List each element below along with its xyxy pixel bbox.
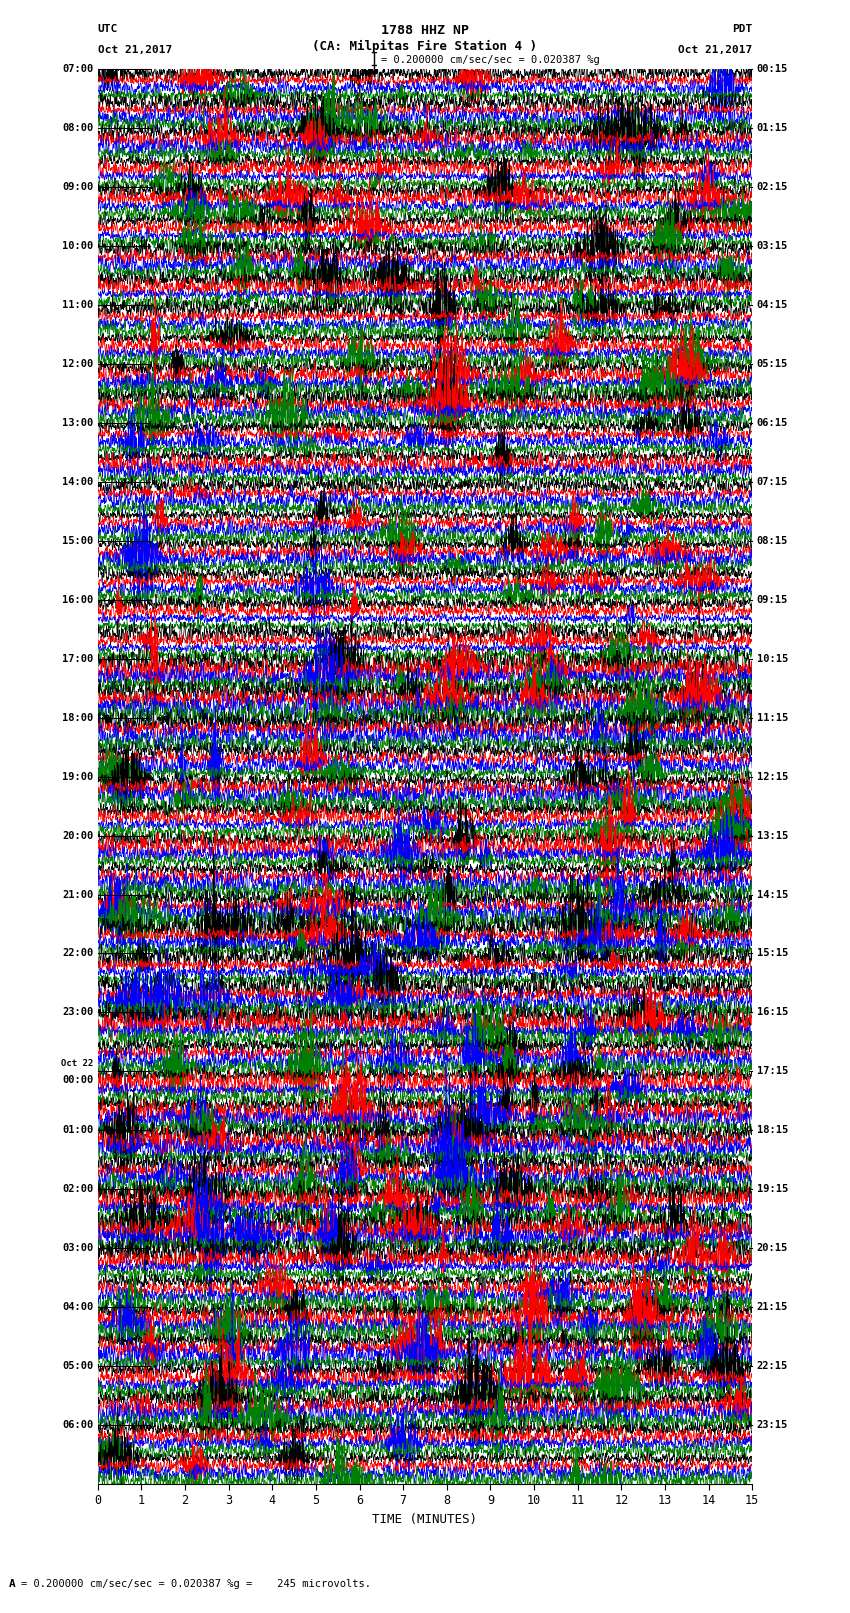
Text: 03:00: 03:00 — [62, 1244, 94, 1253]
Text: 16:15: 16:15 — [756, 1008, 788, 1018]
Text: 03:15: 03:15 — [756, 242, 788, 252]
Text: Oct 22: Oct 22 — [61, 1060, 94, 1068]
Text: 11:00: 11:00 — [62, 300, 94, 310]
Text: 13:15: 13:15 — [756, 831, 788, 840]
Text: 22:15: 22:15 — [756, 1361, 788, 1371]
Text: 11:15: 11:15 — [756, 713, 788, 723]
Text: 02:15: 02:15 — [756, 182, 788, 192]
Text: 08:15: 08:15 — [756, 536, 788, 545]
Text: 17:00: 17:00 — [62, 653, 94, 665]
Text: 08:00: 08:00 — [62, 123, 94, 134]
Text: 05:15: 05:15 — [756, 360, 788, 369]
Text: 14:00: 14:00 — [62, 477, 94, 487]
Text: PDT: PDT — [732, 24, 752, 34]
Text: 13:00: 13:00 — [62, 418, 94, 427]
Text: 14:15: 14:15 — [756, 889, 788, 900]
Text: 21:15: 21:15 — [756, 1302, 788, 1311]
Text: 19:15: 19:15 — [756, 1184, 788, 1194]
Text: A: A — [8, 1579, 15, 1589]
Text: 05:00: 05:00 — [62, 1361, 94, 1371]
Text: 07:15: 07:15 — [756, 477, 788, 487]
Text: Oct 21,2017: Oct 21,2017 — [678, 45, 752, 55]
Text: UTC: UTC — [98, 24, 118, 34]
Text: 01:15: 01:15 — [756, 123, 788, 134]
Text: 19:00: 19:00 — [62, 771, 94, 782]
Text: 02:00: 02:00 — [62, 1184, 94, 1194]
Text: 09:00: 09:00 — [62, 182, 94, 192]
Text: 09:15: 09:15 — [756, 595, 788, 605]
Text: 04:00: 04:00 — [62, 1302, 94, 1311]
Text: 10:00: 10:00 — [62, 242, 94, 252]
X-axis label: TIME (MINUTES): TIME (MINUTES) — [372, 1513, 478, 1526]
Text: 23:00: 23:00 — [62, 1008, 94, 1018]
Text: 18:00: 18:00 — [62, 713, 94, 723]
Text: 00:15: 00:15 — [756, 65, 788, 74]
Text: 20:00: 20:00 — [62, 831, 94, 840]
Text: 18:15: 18:15 — [756, 1126, 788, 1136]
Text: 04:15: 04:15 — [756, 300, 788, 310]
Text: 22:00: 22:00 — [62, 948, 94, 958]
Text: 06:00: 06:00 — [62, 1419, 94, 1431]
Text: 21:00: 21:00 — [62, 889, 94, 900]
Text: 12:00: 12:00 — [62, 360, 94, 369]
Text: Oct 21,2017: Oct 21,2017 — [98, 45, 172, 55]
Text: 15:00: 15:00 — [62, 536, 94, 545]
Text: 17:15: 17:15 — [756, 1066, 788, 1076]
Text: = 0.200000 cm/sec/sec = 0.020387 %g =    245 microvolts.: = 0.200000 cm/sec/sec = 0.020387 %g = 24… — [21, 1579, 371, 1589]
Text: 20:15: 20:15 — [756, 1244, 788, 1253]
Text: 06:15: 06:15 — [756, 418, 788, 427]
Text: 00:00: 00:00 — [62, 1074, 94, 1084]
Text: 1788 HHZ NP: 1788 HHZ NP — [381, 24, 469, 37]
Text: = 0.200000 cm/sec/sec = 0.020387 %g: = 0.200000 cm/sec/sec = 0.020387 %g — [381, 55, 599, 65]
Text: 23:15: 23:15 — [756, 1419, 788, 1431]
Text: 16:00: 16:00 — [62, 595, 94, 605]
Text: 12:15: 12:15 — [756, 771, 788, 782]
Text: 10:15: 10:15 — [756, 653, 788, 665]
Text: 07:00: 07:00 — [62, 65, 94, 74]
Text: 01:00: 01:00 — [62, 1126, 94, 1136]
Text: (CA: Milpitas Fire Station 4 ): (CA: Milpitas Fire Station 4 ) — [313, 40, 537, 53]
Text: 15:15: 15:15 — [756, 948, 788, 958]
